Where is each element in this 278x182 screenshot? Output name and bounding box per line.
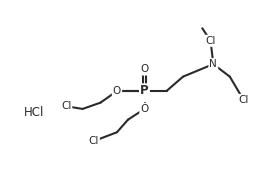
Text: Cl: Cl — [61, 101, 71, 111]
Text: Cl: Cl — [239, 95, 249, 105]
Text: Cl: Cl — [205, 36, 216, 46]
Text: Cl: Cl — [88, 136, 99, 146]
Text: N: N — [209, 59, 217, 69]
Text: P: P — [140, 84, 149, 98]
Text: HCl: HCl — [23, 106, 44, 119]
Text: O: O — [113, 86, 121, 96]
Text: O: O — [140, 64, 149, 74]
Text: O: O — [140, 104, 149, 114]
